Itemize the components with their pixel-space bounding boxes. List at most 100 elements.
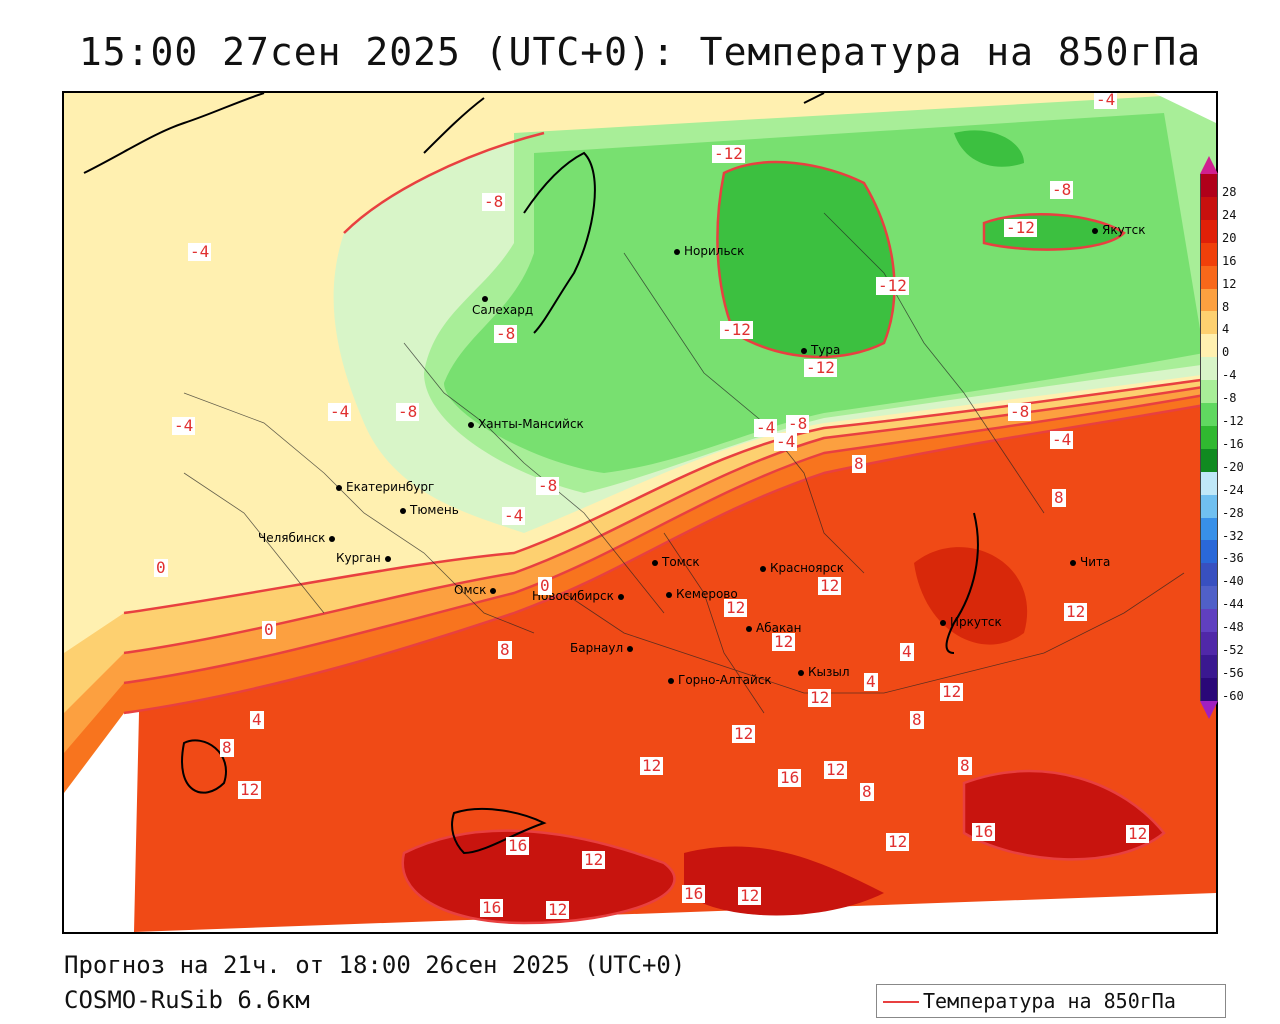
temperature-map: Норильск Якутск Салехард Тура Ханты-Манс… (62, 91, 1218, 934)
temp-label: 12 (1126, 824, 1150, 843)
map-title: 15:00 27сен 2025 (UTC+0): Температура на… (78, 30, 1202, 74)
colorbar-segment (1200, 380, 1218, 404)
temp-label: 0 (262, 620, 276, 639)
city-marker-icon (746, 625, 752, 632)
temp-label: 12 (772, 632, 796, 651)
temp-label: -12 (804, 358, 837, 377)
temp-label: 12 (808, 688, 832, 707)
colorbar: 28 24 20 16 12 8 4 0 -4 -8 -12 -16 -20 -24 -28 -32 -36 -4… (1200, 156, 1280, 719)
temp-label: 12 (546, 900, 570, 919)
city-marker-icon (627, 645, 634, 652)
city-marker-icon (668, 677, 674, 684)
city-marker-icon (482, 295, 488, 302)
city-salekhard-label: Салехард (472, 303, 534, 317)
city-chelyabinsk: Челябинск (258, 531, 339, 545)
temp-label: -4 (774, 432, 798, 451)
city-novosibirsk: Новосибирск (532, 589, 628, 603)
colorbar-tick-label: -24 (1222, 482, 1244, 497)
temp-label: 0 (154, 558, 168, 577)
temp-label: -4 (1094, 91, 1118, 109)
city-marker-icon (798, 669, 804, 676)
colorbar-tick-label: -28 (1222, 505, 1244, 520)
city-marker-icon (652, 559, 658, 566)
temp-label: 8 (852, 454, 866, 473)
city-kurgan: Курган (336, 551, 395, 565)
temp-label: -4 (754, 418, 778, 437)
temp-label: -8 (1050, 180, 1074, 199)
temp-label: 12 (940, 682, 964, 701)
city-marker-icon (490, 587, 497, 594)
city-marker-icon (617, 593, 624, 600)
temp-label: 16 (972, 822, 996, 841)
temp-label: 16 (778, 768, 802, 787)
colorbar-segment (1200, 265, 1218, 289)
temp-label: -4 (1050, 430, 1074, 449)
city-marker-icon (400, 507, 406, 514)
temp-label: 16 (682, 884, 706, 903)
temp-label: 4 (864, 672, 878, 691)
colorbar-tick-label: -52 (1222, 643, 1244, 657)
city-marker-icon (760, 565, 766, 572)
colorbar-top-arrow-icon (1200, 156, 1218, 174)
city-marker-icon (1070, 559, 1076, 566)
city-marker-icon (801, 347, 807, 354)
colorbar-tick-label: -48 (1222, 620, 1244, 635)
temp-label: 16 (506, 836, 530, 855)
colorbar-tick-label: 12 (1222, 276, 1237, 291)
temp-label: -4 (172, 416, 196, 435)
temp-label: -4 (502, 506, 526, 525)
legend-label: Температура на 850гПа (923, 989, 1176, 1013)
temp-label: 8 (910, 710, 924, 729)
temp-label: -4 (188, 242, 212, 261)
colorbar-segment (1200, 288, 1218, 312)
colorbar-segment (1200, 425, 1218, 450)
colorbar-tick-label: -40 (1222, 574, 1244, 589)
colorbar-segment (1200, 357, 1218, 381)
temp-label: 12 (238, 780, 262, 799)
temp-label: 12 (724, 598, 748, 617)
forecast-info: Прогноз на 21ч. от 18:00 26сен 2025 (UTC… (64, 951, 686, 979)
city-kemerovo: Кемерово (666, 587, 738, 601)
colorbar-segment (1200, 677, 1218, 702)
city-marker-icon (384, 555, 391, 562)
temp-label: -8 (1008, 402, 1032, 421)
model-name: COSMO-RuSib 6.6км (64, 986, 310, 1014)
temp-label: 4 (250, 710, 264, 729)
temp-label: 16 (480, 898, 504, 917)
city-marker-icon (940, 619, 946, 626)
city-omsk: Омск (454, 583, 500, 597)
colorbar-segment (1200, 471, 1218, 496)
temp-label: 8 (498, 640, 512, 659)
colorbar-tick-label: -36 (1222, 551, 1244, 566)
legend-line-swatch (883, 1001, 919, 1003)
colorbar-tick-label: -12 (1222, 414, 1244, 428)
colorbar-tick-label: -8 (1222, 391, 1237, 406)
temp-label: -12 (876, 276, 909, 295)
city-irkutsk: Иркутск (940, 615, 1002, 629)
city-marker-icon (336, 484, 342, 491)
colorbar-tick-label: 28 (1222, 185, 1237, 199)
colorbar-bottom-arrow-icon (1200, 700, 1218, 719)
colorbar-tick-label: -60 (1222, 688, 1244, 703)
city-gorno-altaysk: Горно-Алтайск (668, 673, 772, 687)
temp-label: 12 (738, 886, 762, 905)
temp-label: 4 (900, 642, 914, 661)
colorbar-segment (1200, 196, 1218, 221)
city-salekhard (482, 291, 492, 305)
temp-label: 0 (538, 576, 552, 595)
legend-box: Температура на 850гПа (876, 984, 1226, 1018)
colorbar-segment (1200, 540, 1218, 564)
city-khanty-mansiysk: Ханты-Мансийск (468, 417, 584, 431)
temp-label: -8 (786, 414, 810, 433)
colorbar-tick-label: -4 (1222, 368, 1237, 383)
colorbar-tick-label: -44 (1222, 597, 1244, 612)
colorbar-segment (1200, 219, 1218, 244)
colorbar-tick-label: -20 (1222, 459, 1244, 474)
colorbar-segment (1200, 654, 1218, 679)
temp-label: -12 (712, 144, 745, 163)
temp-label: -8 (494, 324, 518, 343)
coastlines (83, 93, 979, 855)
temp-label: 12 (582, 850, 606, 869)
city-yakutsk: Якутск (1092, 223, 1146, 237)
colorbar-tick-label: 20 (1222, 230, 1237, 245)
